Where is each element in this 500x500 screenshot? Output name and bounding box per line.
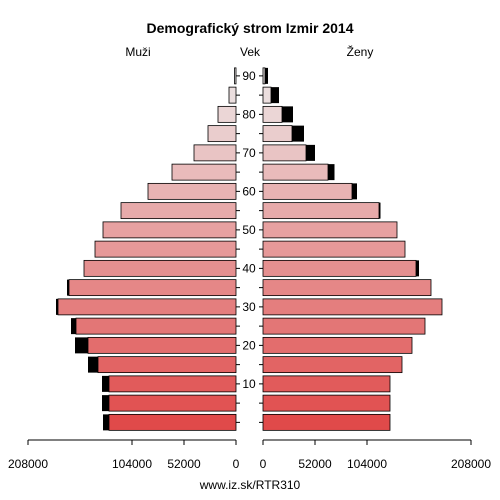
male-bar-60-64	[147, 182, 237, 200]
female-bar-55-59	[262, 202, 380, 220]
female-bar-45-49	[262, 240, 406, 258]
male-bar-30-34	[57, 298, 237, 316]
male-bar-10-14	[108, 375, 237, 393]
right-x-tick-label-208000: 208000	[451, 457, 491, 471]
male-excess-5-9	[102, 395, 109, 412]
female-excess-85-89	[271, 87, 279, 104]
male-excess-10-14	[102, 375, 109, 392]
left-x-tick-label-52000: 52000	[167, 457, 201, 471]
male-bar-5-9	[108, 394, 237, 412]
age-label-70: 70	[242, 146, 256, 160]
female-excess-40-44	[416, 260, 419, 277]
male-bar-25-29	[75, 317, 237, 335]
left-x-tick-label-104000: 104000	[112, 457, 152, 471]
male-bar-85-89	[228, 86, 237, 104]
left-x-tick-label-0: 0	[233, 457, 240, 471]
male-bar-0-4	[108, 413, 237, 431]
male-bar-45-49	[94, 240, 237, 258]
female-bar-60-64	[262, 182, 353, 200]
right-x-tick-label-52000: 52000	[298, 457, 332, 471]
female-bar-25-29	[262, 317, 426, 335]
female-bar-85-89	[262, 86, 272, 104]
male-bar-90+	[234, 67, 237, 85]
age-label-30: 30	[242, 300, 256, 314]
age-label-50: 50	[242, 223, 256, 237]
male-excess-25-29	[71, 318, 76, 335]
males-label: Muži	[125, 45, 150, 59]
age-label: Vek	[240, 45, 261, 59]
male-excess-35-39	[67, 279, 69, 296]
female-bar-40-44	[262, 259, 417, 277]
female-bar-70-74	[262, 144, 307, 162]
male-bar-50-54	[102, 221, 237, 239]
male-excess-0-4	[103, 414, 109, 431]
female-bar-90+	[262, 67, 266, 85]
females-label: Ženy	[347, 44, 374, 59]
female-bar-20-24	[262, 336, 413, 354]
age-label-90: 90	[242, 69, 256, 83]
female-bar-0-4	[262, 413, 391, 431]
female-bar-75-79	[262, 125, 293, 143]
male-bar-80-84	[217, 105, 237, 123]
female-bar-30-34	[262, 298, 443, 316]
female-excess-65-69	[328, 164, 335, 181]
male-bar-15-19	[97, 356, 237, 374]
female-bar-65-69	[262, 163, 329, 181]
male-excess-30-34	[56, 298, 58, 315]
female-bar-15-19	[262, 356, 403, 374]
chart-title: Demografický strom Izmir 2014	[147, 20, 354, 36]
female-excess-90+	[265, 67, 268, 84]
female-excess-70-74	[306, 144, 315, 161]
male-bar-35-39	[68, 279, 237, 297]
female-bar-80-84	[262, 105, 283, 123]
male-bar-40-44	[83, 259, 237, 277]
footer-url: www.iz.sk/RTR310	[199, 478, 301, 492]
right-x-tick-label-0: 0	[260, 457, 267, 471]
male-excess-20-24	[75, 337, 88, 354]
male-bar-65-69	[171, 163, 237, 181]
male-bar-55-59	[120, 202, 237, 220]
age-label-60: 60	[242, 184, 256, 198]
age-label-10: 10	[242, 377, 256, 391]
male-bar-75-79	[207, 125, 237, 143]
male-bar-70-74	[193, 144, 237, 162]
female-bar-10-14	[262, 375, 391, 393]
female-excess-60-64	[352, 183, 357, 200]
age-label-20: 20	[242, 338, 256, 352]
age-label-40: 40	[242, 261, 256, 275]
female-excess-75-79	[292, 125, 304, 142]
female-bar-5-9	[262, 394, 391, 412]
left-x-tick-label-208000: 208000	[8, 457, 48, 471]
right-x-tick-label-104000: 104000	[347, 457, 387, 471]
female-excess-80-84	[282, 106, 293, 123]
age-label-80: 80	[242, 107, 256, 121]
male-bar-20-24	[87, 336, 237, 354]
female-bar-35-39	[262, 279, 432, 297]
female-excess-55-59	[379, 202, 381, 219]
male-excess-15-19	[88, 356, 98, 373]
female-bar-50-54	[262, 221, 398, 239]
